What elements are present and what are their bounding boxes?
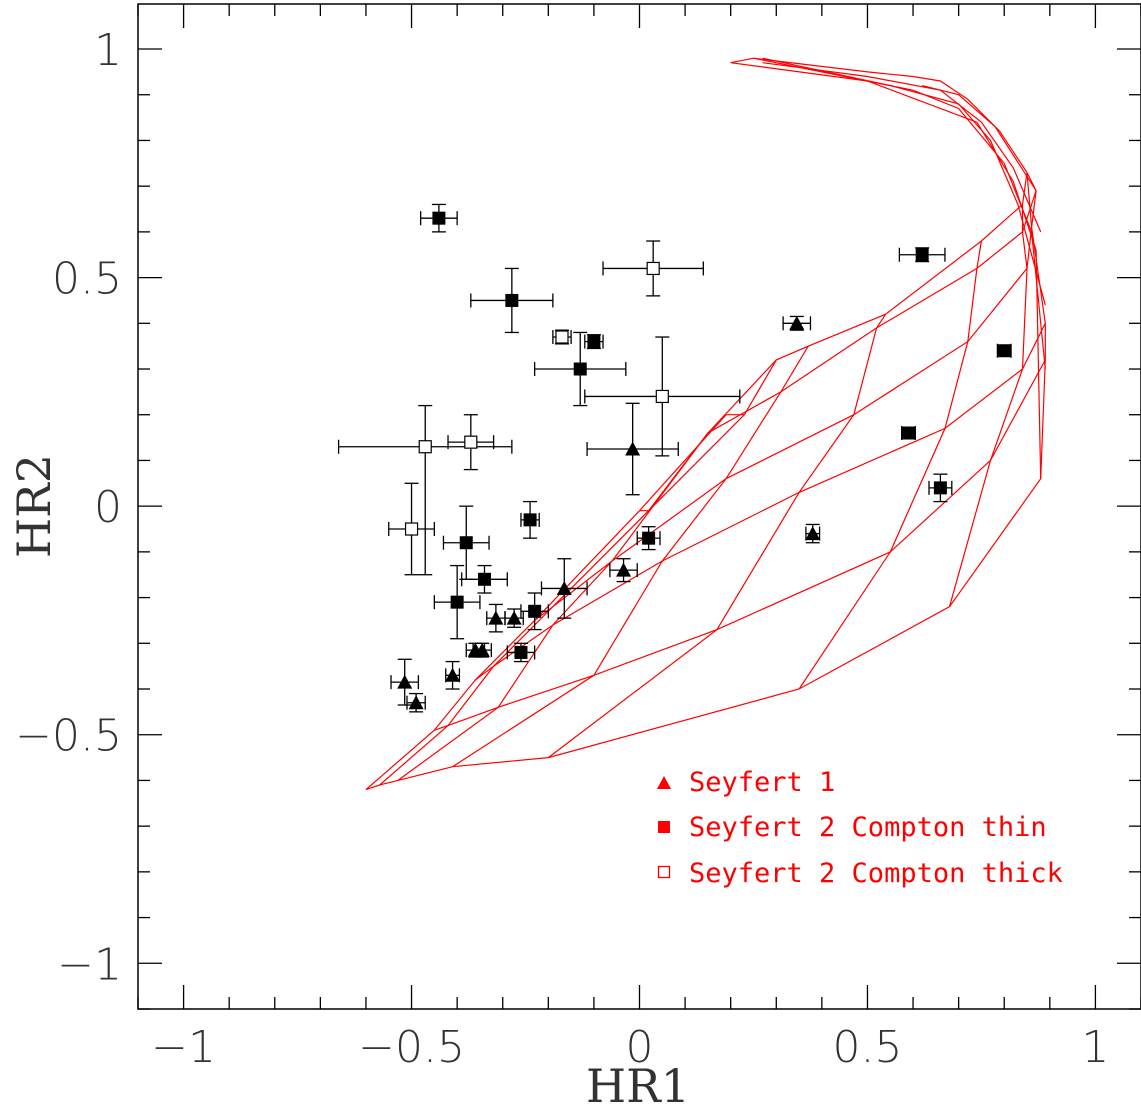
data-point — [397, 674, 413, 689]
data-point — [655, 389, 669, 404]
data-point — [418, 440, 432, 454]
x-tick-label: 0 — [626, 1022, 654, 1073]
axis-ticks — [137, 4, 1141, 1010]
data-point — [528, 604, 542, 618]
x-axis-title: HR1 — [586, 1059, 690, 1113]
data-point — [805, 526, 821, 541]
model-grid-line — [1026, 172, 1033, 228]
legend-label-seyfert-2-compton-thin: Seyfert 2 Compton thin — [689, 812, 1047, 843]
data-point — [505, 293, 519, 307]
legend-label-seyfert-2-compton-thick: Seyfert 2 Compton thick — [689, 858, 1063, 889]
data-point — [506, 610, 522, 625]
x-tick-label: −0.5 — [358, 1022, 465, 1073]
data-point — [901, 426, 915, 440]
data-point — [432, 211, 446, 225]
data-point — [556, 580, 572, 595]
legend-marker-triangle — [657, 776, 671, 789]
x-tick-label: 0.5 — [832, 1022, 902, 1073]
data-point — [523, 513, 537, 527]
model-grid-line — [534, 227, 1033, 621]
legend-label-seyfert-1: Seyfert 1 — [689, 767, 835, 798]
legend-item-seyfert-1: Seyfert 1 — [657, 767, 835, 798]
model-grid-line — [365, 414, 727, 791]
x-tick-label: −1 — [151, 1022, 216, 1073]
data-point — [625, 441, 641, 456]
model-grid-line — [365, 478, 1042, 791]
y-tick-label: 0 — [94, 482, 122, 533]
legend-marker-open-square — [657, 865, 671, 879]
model-grid-line — [639, 190, 1037, 512]
y-tick-label: 1 — [94, 25, 122, 76]
data-point — [477, 572, 491, 586]
data-point — [450, 595, 464, 609]
data-point — [789, 315, 805, 330]
series-seyfert-2-compton-thin — [420, 203, 1012, 663]
y-axis-title: HR2 — [7, 454, 61, 558]
model-grid — [365, 57, 1046, 791]
data-point — [404, 522, 419, 536]
model-grid-line — [726, 172, 1028, 416]
model-grid-line — [379, 414, 745, 786]
legend-item-seyfert-2-compton-thick: Seyfert 2 Compton thick — [657, 858, 1063, 889]
data-point — [997, 344, 1011, 358]
data-point — [933, 481, 947, 495]
data-point — [464, 435, 478, 449]
data-point — [408, 695, 424, 710]
y-tick-label: 0.5 — [52, 254, 122, 305]
data-point — [488, 610, 504, 625]
model-grid-line — [475, 323, 1046, 681]
data-point — [616, 562, 632, 577]
legend-marker-filled-square — [658, 821, 670, 833]
model-grid-line — [798, 240, 982, 690]
model-grid-line — [434, 359, 1046, 731]
legend: Seyfert 1 Seyfert 2 Compton thin Seyfert… — [657, 767, 1063, 889]
data-point — [573, 362, 587, 376]
data-point — [555, 330, 569, 344]
data-point — [445, 667, 461, 682]
model-grid-line — [452, 345, 809, 768]
y-tick-label: −0.5 — [15, 711, 122, 762]
model-grid-line — [948, 204, 1028, 607]
x-tick-label: 1 — [1081, 1022, 1109, 1073]
series-seyfert-2-compton-thick — [337, 240, 741, 576]
data-point — [642, 531, 656, 545]
data-point — [474, 642, 490, 657]
data-point — [587, 335, 601, 349]
tick-labels: −1 −0.5 0 0.5 1 −1 −0.5 0 0.5 1 — [15, 25, 1109, 1073]
data-point — [646, 261, 660, 276]
model-grid-line — [922, 85, 1037, 192]
model-grid-line — [547, 313, 887, 759]
legend-item-seyfert-2-compton-thin: Seyfert 2 Compton thin — [658, 812, 1047, 843]
model-grid-line — [730, 62, 1042, 479]
y-tick-label: −1 — [57, 939, 122, 990]
model-grid-line — [397, 359, 777, 781]
model-grid-line — [753, 57, 1046, 370]
series-seyfert-1 — [390, 315, 821, 713]
data-point — [514, 645, 528, 659]
data-point — [915, 248, 929, 262]
data-series — [337, 203, 1012, 713]
data-point — [459, 536, 473, 550]
